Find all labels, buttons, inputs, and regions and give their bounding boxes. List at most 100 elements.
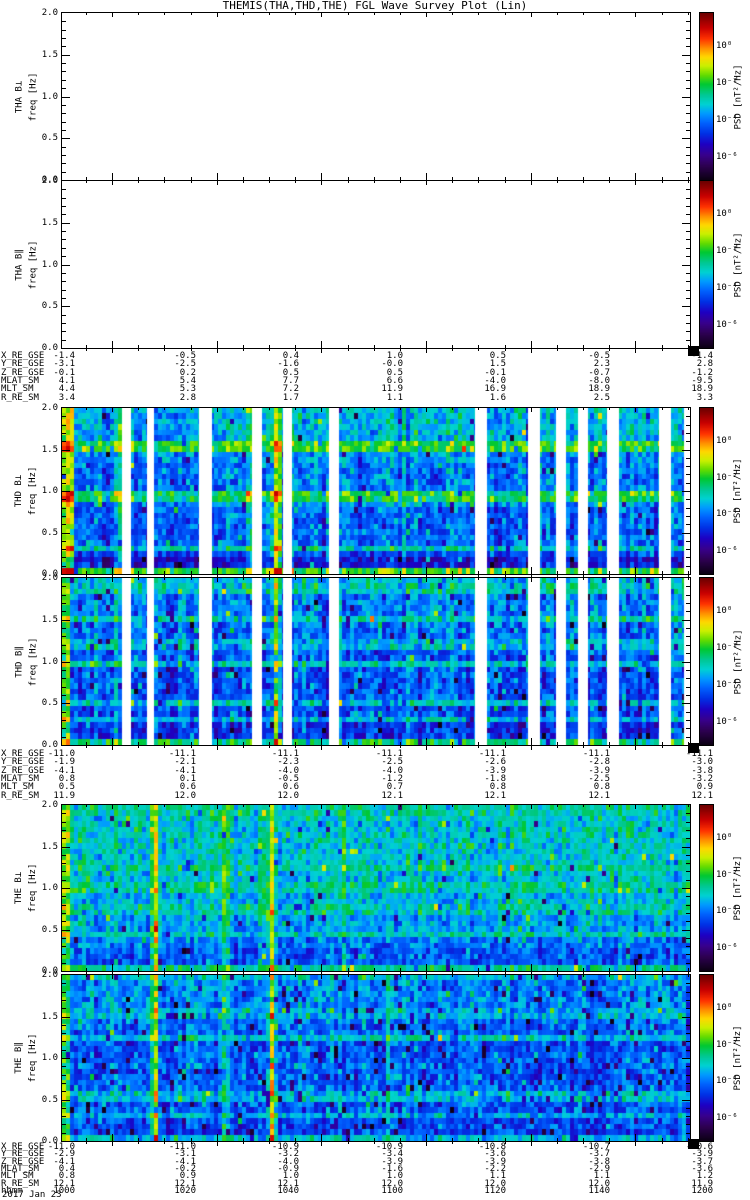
y-tick <box>62 847 70 848</box>
x-tick <box>557 349 558 351</box>
ephemeris-value: -3.4 <box>381 1149 403 1160</box>
ephemeris-value: 11.9 <box>691 1178 713 1189</box>
y-tick <box>62 189 66 190</box>
x-tick <box>86 1142 87 1144</box>
colorbar-tick-label: 10⁻⁴ <box>716 114 738 125</box>
x-tick <box>452 805 453 807</box>
x-tick <box>374 1138 375 1141</box>
y-tick <box>686 499 690 500</box>
ephemeris-row-label: MLT_SM <box>1 782 34 793</box>
x-tick <box>321 1134 322 1141</box>
ephemeris-row-label: Z_RE_GSE <box>1 1156 45 1167</box>
y-tick-label: 1.5 <box>41 50 58 60</box>
x-tick <box>321 13 322 17</box>
colorbar-tick-label: 10⁰ <box>716 1003 733 1014</box>
y-tick <box>62 838 66 839</box>
colorbar-tick-label: 10⁰ <box>716 606 733 617</box>
x-tick <box>583 742 584 745</box>
x-tick <box>164 13 165 15</box>
x-tick <box>662 181 663 183</box>
x-tick <box>217 578 218 582</box>
x-tick <box>348 181 349 183</box>
x-tick <box>374 742 375 745</box>
colorbar-frame-thd-bperp <box>699 407 714 575</box>
spectrogram-canvas-the-bpar <box>62 975 690 1141</box>
x-tick <box>426 738 427 745</box>
x-tick <box>452 968 453 971</box>
y-tick <box>62 231 66 232</box>
y-tick <box>686 586 690 587</box>
y-tick <box>62 248 66 249</box>
y-tick <box>686 871 690 872</box>
colorbar-tha-bpar <box>700 181 713 348</box>
y-tick <box>62 172 66 173</box>
x-tick <box>138 408 139 410</box>
y-tick <box>682 138 690 139</box>
x-tick <box>583 746 584 748</box>
x-tick <box>164 1138 165 1141</box>
y-tick <box>62 155 66 156</box>
ephemeris-row-label: X_RE_GSE <box>1 351 45 361</box>
ephemeris-value: -3.6 <box>691 1164 713 1175</box>
y-tick <box>62 728 66 729</box>
x-tick <box>295 742 296 745</box>
y-tick <box>686 1083 690 1084</box>
ephemeris-value: -0.2 <box>174 1164 196 1175</box>
x-tick <box>321 567 322 574</box>
y-tick <box>686 441 690 442</box>
y-tick-label: 1.5 <box>41 842 58 852</box>
x-tick <box>269 805 270 807</box>
x-tick <box>269 746 270 748</box>
ephemeris-row-label: MLAT_SM <box>1 773 39 784</box>
x-tick <box>164 408 165 410</box>
x-tick <box>635 1134 636 1141</box>
colorbar-thd-bperp <box>700 408 713 574</box>
ephemeris-value: -1.4 <box>53 351 75 361</box>
x-tick <box>531 181 532 185</box>
x-tick <box>426 805 427 809</box>
y-tick <box>62 595 66 596</box>
x-tick <box>86 13 87 15</box>
y-tick <box>62 703 70 704</box>
y-tick <box>686 524 690 525</box>
x-tick <box>505 972 506 974</box>
ephemeris-value: -3.1 <box>174 1149 196 1160</box>
y-tick <box>62 88 66 89</box>
y-tick-label: 2.0 <box>41 176 58 186</box>
ephemeris-value: 2.5 <box>593 392 610 403</box>
y-tick <box>686 1091 690 1092</box>
y-tick <box>686 541 690 542</box>
x-tick <box>348 177 349 180</box>
x-tick <box>426 975 427 979</box>
x-tick <box>635 575 636 579</box>
ephemeris-value: -4.0 <box>277 1156 299 1167</box>
x-tick <box>400 575 401 577</box>
x-tick <box>138 1138 139 1141</box>
panel-background-tha-bpar <box>62 181 690 348</box>
x-tick <box>321 805 322 809</box>
ephemeris-value: -2.5 <box>381 757 403 768</box>
y-tick <box>686 163 690 164</box>
x-tick <box>243 575 244 577</box>
y-tick <box>686 198 690 199</box>
x-tick <box>86 571 87 574</box>
x-tick <box>269 571 270 574</box>
y-tick <box>62 21 66 22</box>
ephemeris-value: 1.1 <box>386 392 403 403</box>
x-tick <box>164 177 165 180</box>
ephemeris-value: 11.9 <box>381 384 403 395</box>
x-tick <box>295 1138 296 1141</box>
y-tick <box>62 1050 66 1051</box>
ephemeris-value: 0.5 <box>386 367 403 378</box>
x-tick <box>217 964 218 971</box>
y-tick <box>686 38 690 39</box>
ephemeris-value: 12.1 <box>53 1178 75 1189</box>
x-tick <box>662 13 663 15</box>
ephemeris-value: -2.1 <box>174 757 196 768</box>
x-tick <box>138 968 139 971</box>
x-tick <box>688 177 689 180</box>
y-tick <box>62 281 66 282</box>
ephemeris-value: 18.9 <box>588 384 610 395</box>
x-tick <box>531 975 532 979</box>
y-tick <box>686 913 690 914</box>
